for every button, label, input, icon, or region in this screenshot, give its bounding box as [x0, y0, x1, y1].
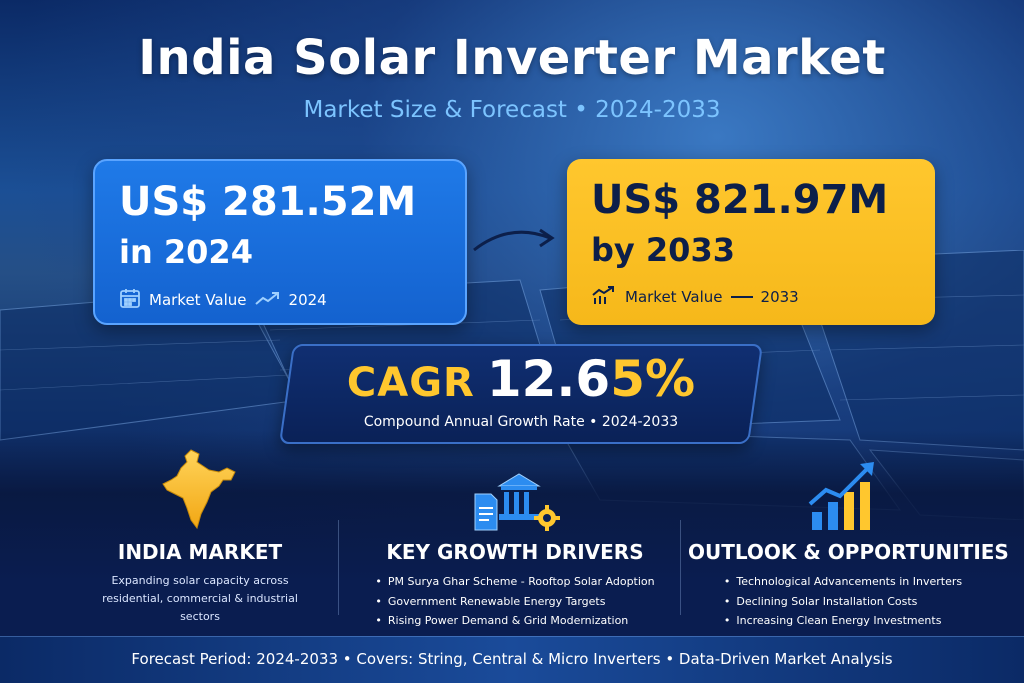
cagr-value-number: 12.6 — [486, 350, 611, 408]
page-subtitle: Market Size & Forecast • 2024-2033 — [303, 97, 721, 123]
market-value-2033: US$ 821.97M — [591, 177, 889, 223]
india-market-body: Expanding solar capacity across resident… — [102, 574, 298, 623]
market-value-2024-card: US$ 281.52M in 2024 Market Value 2024 — [93, 159, 467, 325]
cagr-headline: CAGR 12.65% — [286, 350, 756, 408]
meta-label-2024: Market Value — [149, 291, 247, 309]
india-market-title: INDIA MARKET — [117, 540, 283, 564]
document-icon — [474, 493, 498, 531]
india-map-icon — [90, 446, 310, 532]
list-item: Increasing Clean Energy Investments — [724, 611, 962, 631]
section-divider — [338, 520, 339, 615]
chart-growth-icon — [591, 285, 617, 309]
list-item: Technological Advancements in Inverters — [724, 572, 962, 592]
outlook-list: Technological Advancements in Inverters … — [724, 572, 962, 631]
section-divider — [680, 520, 681, 615]
list-item: Declining Solar Installation Costs — [724, 592, 962, 612]
growth-drivers-list: PM Surya Ghar Scheme - Rooftop Solar Ado… — [375, 572, 655, 631]
india-market-section: INDIA MARKET Expanding solar capacity ac… — [90, 446, 310, 626]
footer-text: Forecast Period: 2024-2033 • Covers: Str… — [131, 650, 893, 668]
trend-up-icon — [254, 290, 281, 310]
cagr-value-tail: 5% — [610, 350, 696, 408]
market-value-2024: US$ 281.52M — [119, 179, 417, 225]
footer-bar — [0, 636, 1024, 683]
dash-separator — [730, 296, 753, 298]
outlook-section: OUTLOOK & OPPORTUNITIES Technological Ad… — [688, 446, 1009, 631]
drivers-icon-group — [355, 446, 675, 532]
calendar-icon — [119, 287, 141, 313]
bar-chart-icon — [688, 446, 998, 532]
cagr-subtitle: Compound Annual Growth Rate • 2024-2033 — [363, 414, 679, 430]
market-value-2033-meta: Market Value 2033 — [591, 285, 799, 309]
meta-year-2024: 2024 — [288, 291, 327, 309]
meta-year-2033: 2033 — [760, 288, 799, 306]
government-building-icon — [497, 473, 541, 520]
cagr-value: 12.65% — [487, 350, 695, 408]
list-item: Government Renewable Energy Targets — [375, 592, 654, 612]
growth-drivers-section: KEY GROWTH DRIVERS PM Surya Ghar Scheme … — [355, 446, 675, 631]
market-value-2033-card: US$ 821.97M by 2033 Market Value 2033 — [567, 159, 935, 325]
outlook-title: OUTLOOK & OPPORTUNITIES — [688, 540, 1009, 564]
market-value-2033-period: by 2033 — [591, 231, 735, 269]
growth-drivers-title: KEY GROWTH DRIVERS — [386, 540, 644, 564]
meta-label-2033: Market Value — [625, 288, 723, 306]
market-value-2024-meta: Market Value 2024 — [119, 287, 327, 313]
gear-icon — [534, 505, 560, 531]
page-title: India Solar Inverter Market — [138, 30, 886, 86]
list-item: Rising Power Demand & Grid Modernization — [375, 611, 654, 631]
arrow-right-icon — [473, 228, 555, 252]
list-item: PM Surya Ghar Scheme - Rooftop Solar Ado… — [375, 572, 655, 592]
market-value-2024-period: in 2024 — [119, 233, 253, 271]
cagr-label: CAGR — [346, 360, 475, 406]
